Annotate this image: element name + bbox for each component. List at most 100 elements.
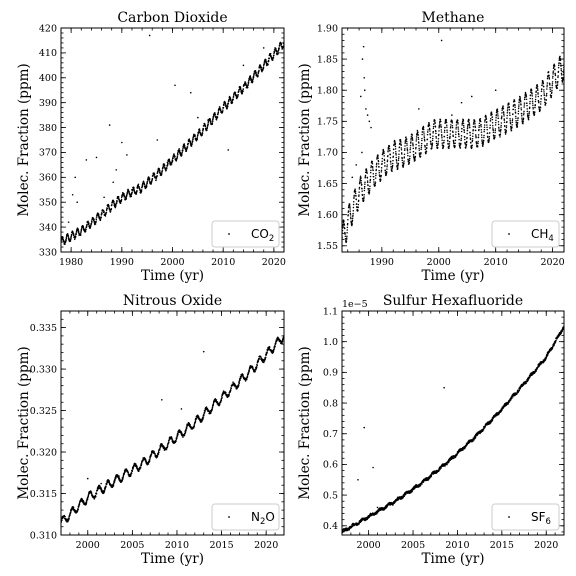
data-point bbox=[489, 117, 492, 120]
data-point bbox=[472, 132, 474, 135]
data-point bbox=[358, 188, 361, 190]
data-point bbox=[398, 153, 400, 155]
data-point bbox=[463, 131, 466, 134]
data-point bbox=[432, 137, 434, 140]
data-point bbox=[82, 500, 85, 503]
data-point bbox=[352, 206, 355, 209]
data-point bbox=[366, 172, 368, 174]
data-point bbox=[184, 432, 186, 435]
data-point bbox=[529, 100, 531, 103]
data-point bbox=[494, 129, 497, 132]
data-point bbox=[158, 451, 160, 454]
data-point bbox=[207, 120, 210, 123]
x-tick-label: 2010 bbox=[211, 257, 235, 268]
data-point bbox=[248, 369, 250, 372]
data-point bbox=[481, 139, 483, 141]
data-point bbox=[381, 157, 384, 160]
data-point bbox=[556, 84, 559, 86]
data-point bbox=[257, 72, 260, 75]
data-point bbox=[374, 181, 377, 183]
data-point bbox=[541, 88, 543, 90]
data-point bbox=[525, 98, 528, 101]
data-point bbox=[511, 121, 514, 124]
data-point bbox=[230, 387, 232, 389]
data-point bbox=[473, 119, 476, 121]
data-point bbox=[166, 445, 169, 447]
data-point bbox=[224, 101, 226, 104]
data-point bbox=[469, 138, 472, 141]
data-point bbox=[391, 164, 394, 167]
data-point bbox=[157, 453, 160, 456]
data-point bbox=[492, 124, 494, 127]
data-point bbox=[509, 114, 511, 116]
data-point bbox=[472, 125, 475, 128]
data-point bbox=[493, 138, 496, 140]
data-point bbox=[217, 110, 220, 112]
data-point bbox=[428, 124, 431, 127]
legend-marker bbox=[508, 233, 510, 235]
y-axis-label: Molec. Fraction (ppm) bbox=[16, 346, 32, 499]
legend-label: N2O bbox=[251, 510, 275, 527]
data-point bbox=[475, 141, 478, 144]
data-point bbox=[352, 203, 355, 206]
data-point bbox=[543, 97, 546, 99]
data-point bbox=[68, 517, 70, 520]
data-point bbox=[511, 118, 514, 120]
data-point bbox=[347, 206, 350, 209]
data-point bbox=[359, 175, 362, 177]
data-point bbox=[109, 482, 111, 485]
data-point bbox=[483, 136, 485, 139]
data-point bbox=[170, 163, 173, 165]
data-point bbox=[417, 131, 419, 134]
data-point bbox=[392, 162, 394, 165]
data-point-outlier bbox=[227, 149, 230, 151]
data-point bbox=[235, 94, 237, 97]
data-point bbox=[452, 140, 455, 143]
data-point bbox=[146, 185, 148, 187]
data-point bbox=[379, 175, 381, 178]
data-point bbox=[404, 141, 407, 143]
data-point bbox=[403, 149, 406, 151]
data-point bbox=[368, 189, 371, 192]
data-point-outlier bbox=[368, 120, 371, 123]
data-point bbox=[358, 191, 360, 193]
data-point bbox=[146, 180, 149, 182]
data-point bbox=[427, 129, 429, 131]
data-point bbox=[357, 206, 359, 208]
data-point bbox=[494, 128, 497, 130]
data-point bbox=[345, 240, 348, 242]
data-point bbox=[509, 121, 512, 124]
x-tick-label: 2005 bbox=[120, 540, 144, 551]
data-point bbox=[521, 119, 523, 121]
data-point bbox=[401, 159, 404, 162]
data-point bbox=[394, 148, 397, 150]
data-point bbox=[463, 126, 465, 128]
data-point bbox=[466, 127, 469, 130]
data-point bbox=[95, 220, 97, 223]
data-point bbox=[534, 111, 536, 113]
data-point bbox=[544, 104, 547, 106]
data-point bbox=[387, 155, 389, 157]
data-point bbox=[428, 123, 430, 125]
data-point bbox=[93, 219, 95, 221]
data-point bbox=[479, 118, 482, 120]
data-point bbox=[454, 139, 457, 141]
data-point-outlier bbox=[131, 188, 133, 191]
data-point bbox=[359, 180, 361, 183]
data-point bbox=[378, 166, 380, 168]
data-point bbox=[383, 150, 385, 153]
data-point bbox=[528, 116, 530, 118]
x-tick-label: 2010 bbox=[484, 257, 508, 268]
data-point bbox=[186, 426, 188, 429]
data-point bbox=[94, 223, 97, 225]
data-point bbox=[168, 439, 170, 442]
data-point bbox=[176, 155, 179, 158]
data-point bbox=[429, 134, 431, 136]
x-tick-label: 2015 bbox=[209, 540, 233, 551]
data-point bbox=[126, 192, 129, 195]
data-point bbox=[535, 94, 537, 96]
data-point bbox=[197, 415, 200, 418]
data-point bbox=[549, 86, 551, 89]
data-point bbox=[355, 195, 357, 197]
data-point bbox=[378, 510, 380, 512]
